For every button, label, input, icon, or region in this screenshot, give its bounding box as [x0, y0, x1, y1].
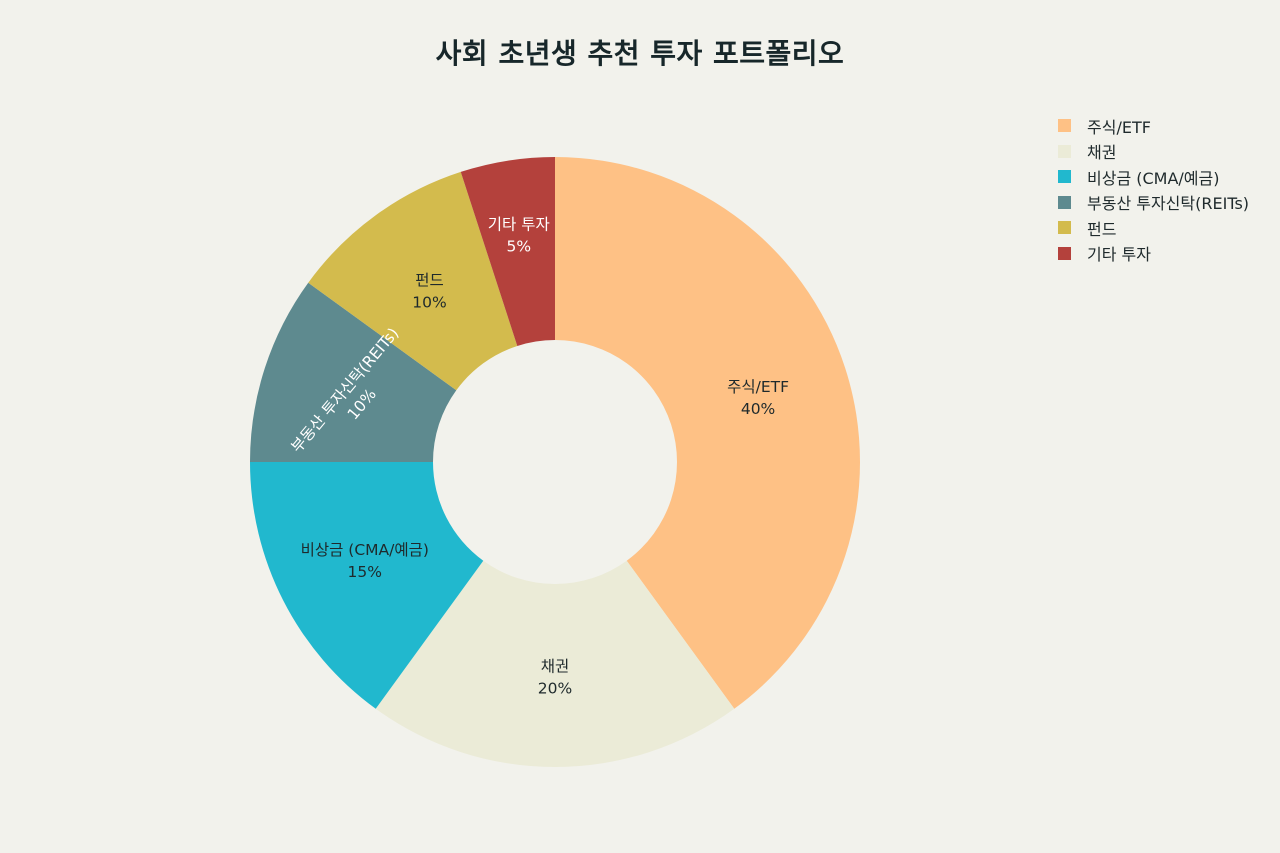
- slice-category-label: 채권: [541, 658, 570, 676]
- slice-percent-label: 20%: [538, 680, 572, 698]
- legend-swatch: [1058, 144, 1071, 158]
- slice-5[interactable]: [308, 171, 518, 391]
- legend-item[interactable]: 펀드: [1058, 215, 1249, 241]
- slice-percent-label: 10%: [412, 293, 446, 311]
- slice-category-label: 주식/ETF: [727, 378, 789, 396]
- legend-label: 비상금 (CMA/예금): [1087, 168, 1220, 188]
- legend-item[interactable]: 부동산 투자신탁(REITs): [1058, 190, 1249, 216]
- slice-6[interactable]: [460, 157, 555, 346]
- legend-label: 부동산 투자신탁(REITs): [1087, 194, 1250, 214]
- slice-label-3: 비상금 (CMA/예금) 15%: [301, 541, 429, 581]
- legend-swatch: [1058, 246, 1071, 260]
- legend-item[interactable]: 비상금 (CMA/예금): [1058, 164, 1249, 190]
- legend-label: 펀드: [1087, 219, 1117, 239]
- slice-2[interactable]: [375, 560, 735, 768]
- slice-4[interactable]: [250, 282, 457, 462]
- slice-percent-label: 40%: [741, 400, 775, 418]
- slice-category-label: 기타 투자: [488, 215, 550, 233]
- chart-title: 사회 초년생 추천 투자 포트폴리오: [435, 37, 845, 70]
- legend-label: 기타 투자: [1087, 245, 1151, 265]
- slice-percent-label: 15%: [348, 563, 382, 581]
- slice-label-1: 주식/ETF 40%: [727, 378, 789, 418]
- slice-percent-label: 5%: [506, 237, 531, 255]
- slice-1[interactable]: [555, 157, 860, 709]
- slice-label-2: 채권 20%: [538, 658, 572, 698]
- slice-category-label: 펀드: [415, 271, 444, 289]
- legend-swatch: [1058, 221, 1071, 235]
- slice-label-6: 기타 투자 5%: [488, 215, 550, 255]
- legend-swatch: [1058, 195, 1071, 209]
- legend-label: 채권: [1087, 143, 1117, 163]
- legend-swatch: [1058, 170, 1071, 184]
- legend-item[interactable]: 채권: [1058, 139, 1249, 165]
- slice-category-label: 비상금 (CMA/예금): [301, 541, 429, 559]
- slice-label-5: 펀드 10%: [412, 271, 446, 311]
- slice-3[interactable]: [250, 462, 484, 709]
- legend-label: 주식/ETF: [1087, 117, 1151, 137]
- legend-swatch: [1058, 119, 1071, 133]
- legend-item[interactable]: 주식/ETF: [1058, 113, 1249, 139]
- legend-item[interactable]: 기타 투자: [1058, 241, 1249, 267]
